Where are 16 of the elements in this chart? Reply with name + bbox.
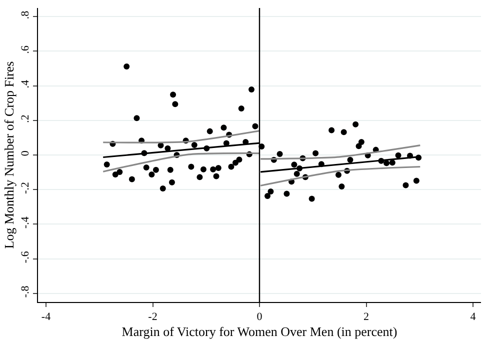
x-tick-label: -4 <box>41 311 52 324</box>
y-tick-label: .6 <box>20 44 32 54</box>
y-tick-label: 0 <box>20 150 32 156</box>
y-tick-label: -.6 <box>20 250 32 264</box>
y-tick-label: .4 <box>20 80 32 88</box>
x-tick-label: 2 <box>364 311 369 324</box>
y-tick-label: -.4 <box>20 216 32 228</box>
y-tick-label: -.2 <box>20 182 32 194</box>
y-axis-title: Log Monthly Number of Crop Fires <box>2 61 17 249</box>
x-tick-label: -2 <box>148 311 158 324</box>
y-tick-label: .8 <box>20 10 32 20</box>
x-tick-label: 0 <box>256 311 263 324</box>
x-axis-title: Margin of Victory for Women Over Men (in percent) <box>122 324 398 339</box>
y-tick-label: .2 <box>20 114 32 123</box>
x-tick-label: 4 <box>470 311 476 324</box>
y-tick-label: -.8 <box>20 285 32 298</box>
